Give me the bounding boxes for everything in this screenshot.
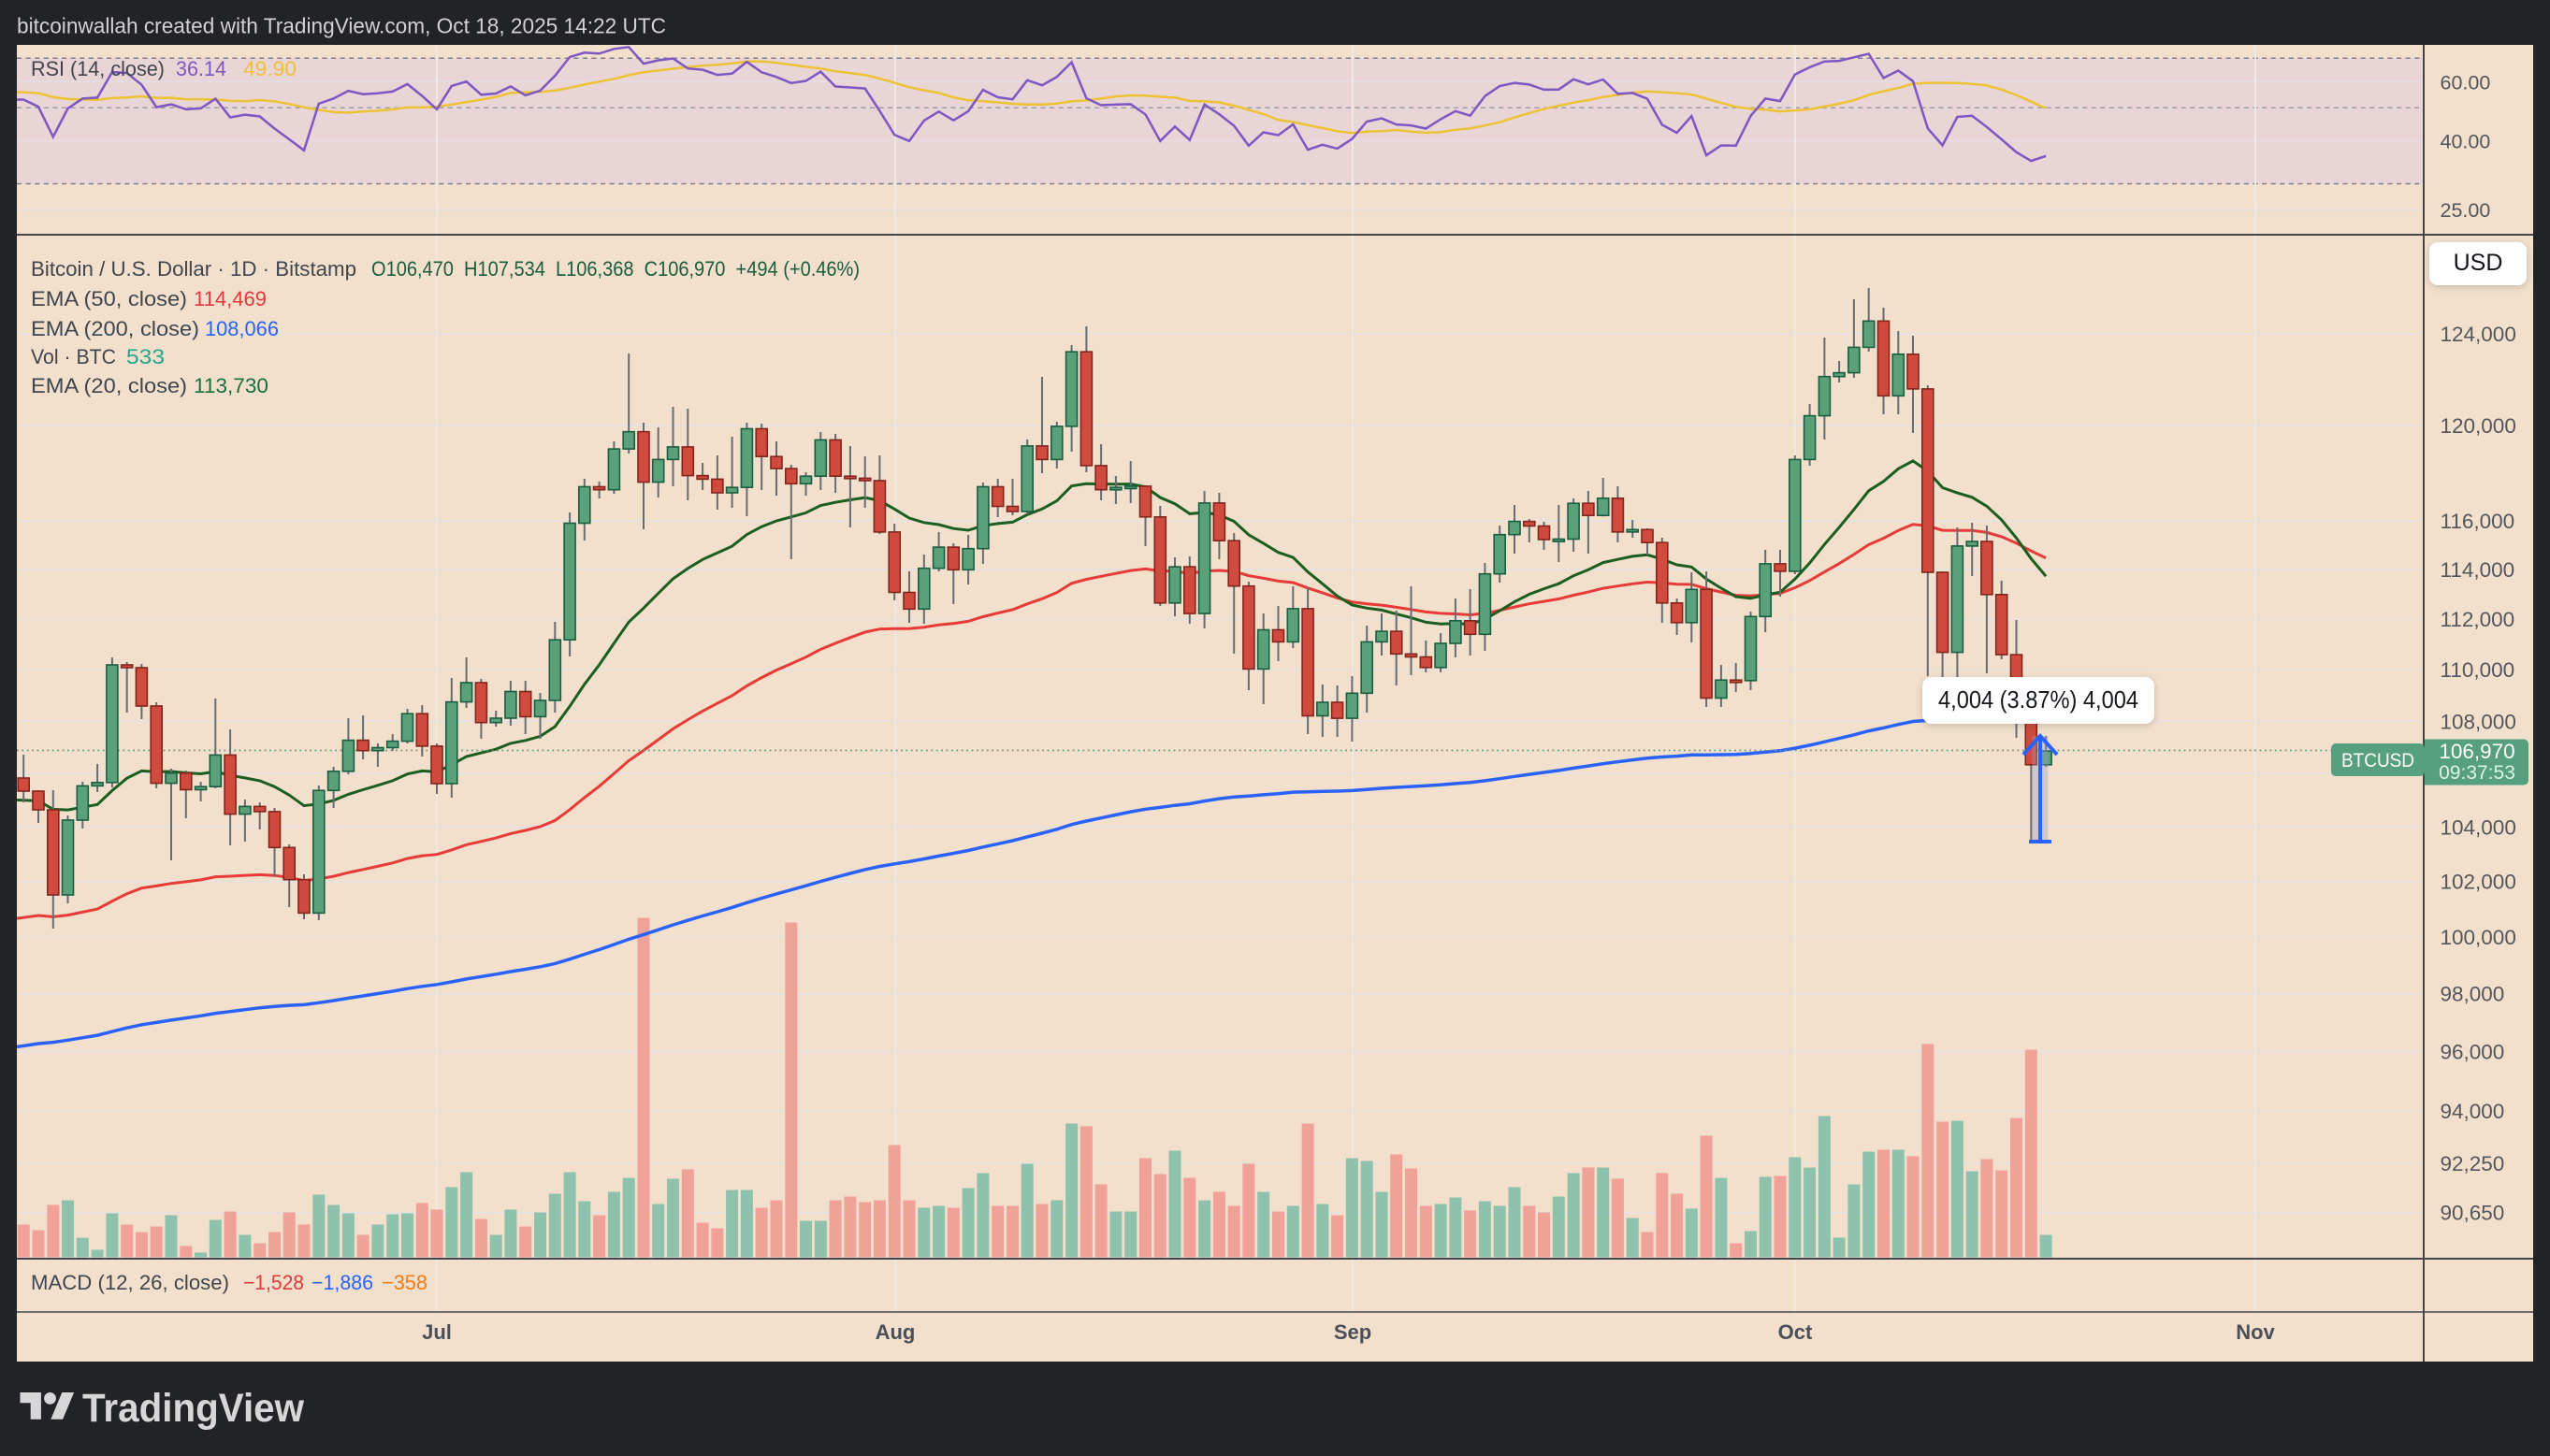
svg-text:108,000: 108,000	[2441, 710, 2516, 733]
svg-text:60.00: 60.00	[2441, 71, 2491, 94]
svg-text:RSI (14, close): RSI (14, close)	[31, 57, 165, 80]
svg-text:bitcoinwallah created with Tra: bitcoinwallah created with TradingView.c…	[17, 14, 666, 38]
svg-text:112,000: 112,000	[2441, 608, 2515, 631]
svg-text:100,000: 100,000	[2441, 926, 2516, 949]
svg-text:113,730: 113,730	[194, 374, 268, 397]
svg-text:EMA (50, close): EMA (50, close)	[31, 287, 187, 310]
svg-text:92,250: 92,250	[2441, 1152, 2505, 1175]
svg-text:EMA (200, close): EMA (200, close)	[31, 317, 199, 340]
svg-text:Nov: Nov	[2236, 1320, 2275, 1344]
svg-text:120,000: 120,000	[2441, 414, 2516, 438]
svg-text:36.14: 36.14	[176, 57, 226, 80]
svg-text:EMA (20, close): EMA (20, close)	[31, 374, 187, 397]
svg-text:O106,470 H107,534 L106,368: O106,470 H107,534 L106,368 C106,970 +494…	[371, 257, 860, 281]
svg-text:110,000: 110,000	[2441, 658, 2515, 682]
svg-text:4,004 (3.87%) 4,004: 4,004 (3.87%) 4,004	[1938, 685, 2138, 714]
svg-text:−358: −358	[382, 1271, 427, 1294]
svg-text:25.00: 25.00	[2441, 199, 2491, 222]
svg-text:−1,528: −1,528	[243, 1271, 304, 1294]
svg-text:09:37:53: 09:37:53	[2439, 762, 2515, 784]
svg-text:533: 533	[126, 345, 165, 368]
svg-text:114,469: 114,469	[194, 287, 267, 310]
svg-text:94,000: 94,000	[2441, 1100, 2505, 1123]
svg-text:49.90: 49.90	[243, 57, 297, 80]
svg-text:TradingView: TradingView	[82, 1386, 305, 1431]
svg-text:114,000: 114,000	[2441, 558, 2515, 582]
svg-text:108,066: 108,066	[205, 317, 279, 340]
svg-text:USD: USD	[2454, 250, 2503, 276]
svg-text:Sep: Sep	[1334, 1320, 1371, 1344]
svg-text:BTCUSD: BTCUSD	[2341, 750, 2414, 771]
svg-text:104,000: 104,000	[2441, 816, 2516, 840]
svg-text:116,000: 116,000	[2441, 510, 2515, 533]
svg-text:Jul: Jul	[422, 1320, 452, 1344]
svg-text:90,650: 90,650	[2441, 1202, 2505, 1225]
svg-text:−1,886: −1,886	[312, 1271, 373, 1294]
svg-text:102,000: 102,000	[2441, 871, 2516, 894]
svg-text:Bitcoin / U.S. Dollar · 1D · B: Bitcoin / U.S. Dollar · 1D · Bitstamp	[31, 257, 356, 281]
svg-text:Vol · BTC: Vol · BTC	[31, 345, 116, 368]
svg-text:MACD (12, 26, close): MACD (12, 26, close)	[31, 1271, 229, 1294]
svg-text:96,000: 96,000	[2441, 1041, 2505, 1064]
svg-text:98,000: 98,000	[2441, 983, 2505, 1006]
svg-text:40.00: 40.00	[2441, 131, 2491, 153]
svg-text:106,970: 106,970	[2439, 740, 2514, 763]
svg-text:124,000: 124,000	[2441, 323, 2516, 346]
svg-text:Aug: Aug	[876, 1320, 916, 1344]
svg-text:Oct: Oct	[1778, 1320, 1813, 1344]
